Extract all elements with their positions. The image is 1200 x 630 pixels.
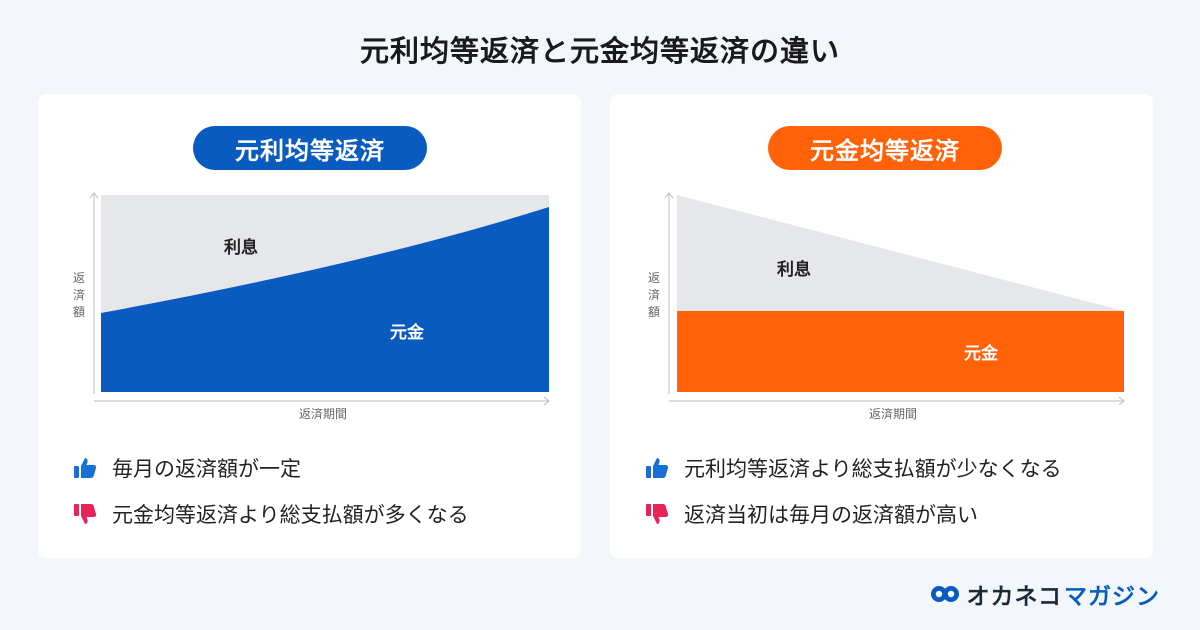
cons-text: 返済当初は毎月の返済額が高い: [684, 503, 978, 527]
y-axis-label-2: 済: [73, 287, 85, 302]
y-axis-label-1: 返: [73, 271, 85, 285]
y-axis-label-1: 返: [648, 271, 660, 285]
pill-ganki-kinto: 元金均等返済: [768, 126, 1002, 170]
x-axis-label: 返済期間: [299, 406, 347, 421]
page-title: 元利均等返済と元金均等返済の違い: [359, 34, 840, 68]
interest-region: [677, 195, 1124, 311]
y-axis-label-3: 額: [73, 305, 85, 319]
brand-logo[interactable]: オカネコ マガジン: [930, 579, 1160, 610]
pros-item: 毎月の返済額が一定: [72, 453, 301, 483]
cons-text: 元金均等返済より総支払額が多くなる: [112, 503, 469, 527]
x-axis-label: 返済期間: [869, 406, 917, 421]
y-axis-arrow: [89, 192, 99, 199]
pros-text: 毎月の返済額が一定: [112, 457, 301, 481]
interest-label: 利息: [224, 237, 258, 258]
principal-region: [101, 207, 549, 392]
thumbs-down-icon: [74, 504, 97, 524]
card-ganri-kinto: 元利均等返済 返 済 額 返済期間 利息 元金 毎月の返済額が一定 元金均等返済…: [38, 94, 581, 558]
cons-item: 返済当初は毎月の返済額が高い: [644, 499, 978, 529]
cons-item: 元金均等返済より総支払額が多くなる: [72, 499, 469, 529]
principal-label: 元金: [964, 343, 999, 364]
principal-label: 元金: [390, 322, 425, 343]
pros-text: 元利均等返済より総支払額が少なくなる: [684, 457, 1062, 481]
chart-ganki-kinto: 返 済 額 返済期間 利息 元金: [648, 192, 1125, 421]
pill-ganri-kinto: 元利均等返済: [193, 126, 427, 170]
logo-mark-icon: [931, 586, 960, 602]
pros-item: 元利均等返済より総支払額が少なくなる: [644, 453, 1062, 483]
principal-region: [677, 311, 1124, 392]
y-axis-arrow: [664, 192, 674, 199]
logo-text-magazine: マガジン: [1064, 584, 1160, 610]
x-axis-arrow: [543, 396, 550, 406]
x-axis-arrow: [1118, 396, 1125, 406]
y-axis-label-2: 済: [648, 287, 660, 302]
thumbs-up-icon: [74, 458, 97, 478]
card-ganki-kinto: 元金均等返済 返 済 額 返済期間 利息 元金 元利均等返済より総支払額が少なく…: [610, 94, 1153, 558]
logo-text-okaneko: オカネコ: [966, 584, 1062, 610]
thumbs-up-icon: [646, 458, 669, 478]
thumbs-down-icon: [646, 504, 669, 524]
y-axis-label-3: 額: [648, 305, 660, 319]
interest-label: 利息: [777, 259, 811, 280]
chart-ganri-kinto: 返 済 額 返済期間 利息 元金: [73, 192, 550, 421]
